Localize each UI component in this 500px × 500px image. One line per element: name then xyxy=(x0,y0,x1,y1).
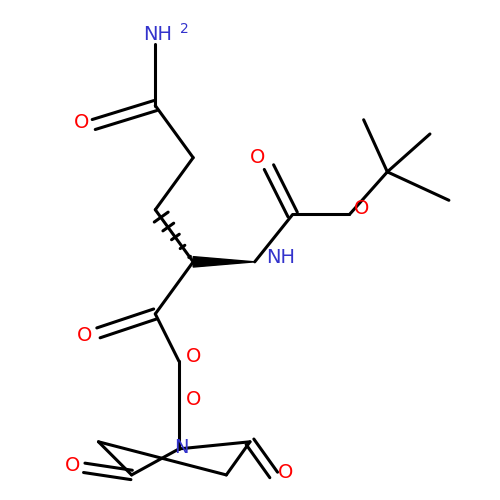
Text: O: O xyxy=(186,347,201,366)
Text: NH: NH xyxy=(143,25,172,44)
Polygon shape xyxy=(193,256,254,267)
Text: O: O xyxy=(64,456,80,475)
Text: O: O xyxy=(76,326,92,344)
Text: O: O xyxy=(278,463,293,482)
Text: O: O xyxy=(354,200,369,218)
Text: O: O xyxy=(186,390,201,408)
Text: NH: NH xyxy=(266,248,296,266)
Text: 2: 2 xyxy=(180,22,189,36)
Text: N: N xyxy=(174,438,188,458)
Text: O: O xyxy=(250,148,265,167)
Text: O: O xyxy=(74,112,90,132)
